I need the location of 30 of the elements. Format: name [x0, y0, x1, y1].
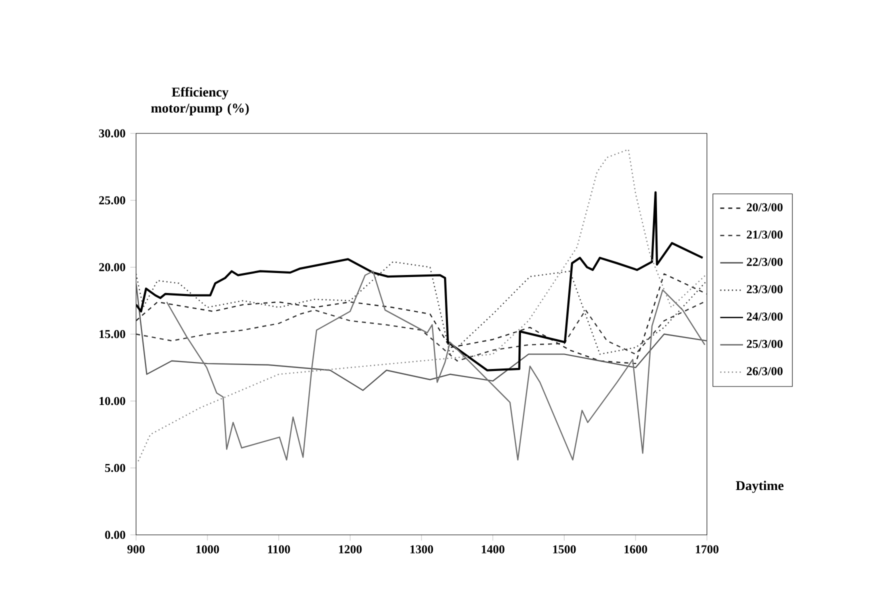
- line-series: [166, 270, 706, 461]
- y-axis-title: Efficiency motor/pump (%): [151, 87, 249, 116]
- x-tick-label: 1100: [268, 545, 290, 554]
- y-tick-label: 0.00: [105, 531, 126, 540]
- y-tick-label: 20.00: [99, 263, 126, 272]
- legend-label: 22/3/00: [746, 258, 783, 266]
- x-tick-label: 1000: [196, 545, 219, 554]
- x-tick-label: 1500: [553, 545, 576, 554]
- legend-label: 25/3/00: [746, 340, 783, 348]
- legend-label: 23/3/00: [746, 285, 783, 294]
- y-tick-label: 25.00: [99, 196, 126, 205]
- legend-label: 20/3/00: [746, 203, 783, 212]
- x-tick-label: 1700: [696, 545, 718, 554]
- y-tick-label: 10.00: [100, 397, 126, 406]
- legend-label: 24/3/00: [746, 312, 783, 321]
- x-tick-label: 1200: [339, 545, 362, 554]
- legend-label: 26/3/00: [746, 367, 783, 376]
- line-series: [136, 282, 707, 392]
- line-series: [136, 274, 707, 364]
- x-tick-label: 1300: [410, 545, 434, 554]
- legend-label: 21/3/00: [746, 230, 783, 239]
- line-series: [136, 261, 707, 356]
- line-series: [138, 149, 707, 462]
- x-tick-label: 1600: [624, 545, 648, 554]
- x-tick-label: 1400: [482, 545, 504, 554]
- x-axis-title: Daytime: [736, 480, 784, 494]
- y-tick-label: 5.00: [105, 464, 126, 472]
- y-tick-label: 15.00: [100, 330, 126, 338]
- x-tick-label: 900: [127, 545, 145, 554]
- y-tick-label: 30.00: [99, 130, 126, 138]
